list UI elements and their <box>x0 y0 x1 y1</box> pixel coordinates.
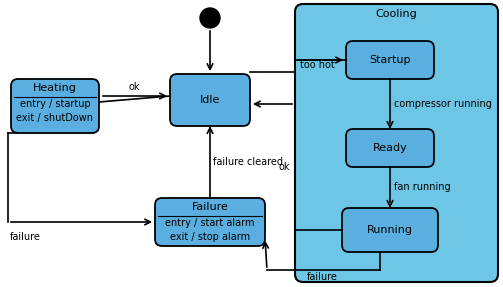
Text: ok: ok <box>129 82 140 92</box>
Circle shape <box>200 8 220 28</box>
FancyBboxPatch shape <box>155 198 265 246</box>
Text: failure: failure <box>307 272 338 282</box>
Text: ok: ok <box>279 162 290 172</box>
FancyBboxPatch shape <box>342 208 438 252</box>
Text: entry / start alarm
exit / stop alarm: entry / start alarm exit / stop alarm <box>165 218 255 242</box>
Text: fan running: fan running <box>394 183 451 193</box>
Text: compressor running: compressor running <box>394 99 492 109</box>
FancyBboxPatch shape <box>295 4 498 282</box>
Text: too hot: too hot <box>300 60 335 70</box>
FancyBboxPatch shape <box>346 41 434 79</box>
Text: Cooling: Cooling <box>376 9 417 19</box>
Text: Heating: Heating <box>33 83 77 93</box>
FancyBboxPatch shape <box>346 129 434 167</box>
Text: Failure: Failure <box>192 202 228 212</box>
FancyBboxPatch shape <box>11 79 99 133</box>
Text: entry / startup
exit / shutDown: entry / startup exit / shutDown <box>17 99 94 123</box>
Text: Running: Running <box>367 225 413 235</box>
Text: Idle: Idle <box>200 95 220 105</box>
Text: failure: failure <box>10 232 41 242</box>
Text: failure cleared: failure cleared <box>213 157 283 167</box>
Text: Startup: Startup <box>369 55 411 65</box>
Text: Ready: Ready <box>373 143 407 153</box>
FancyBboxPatch shape <box>170 74 250 126</box>
